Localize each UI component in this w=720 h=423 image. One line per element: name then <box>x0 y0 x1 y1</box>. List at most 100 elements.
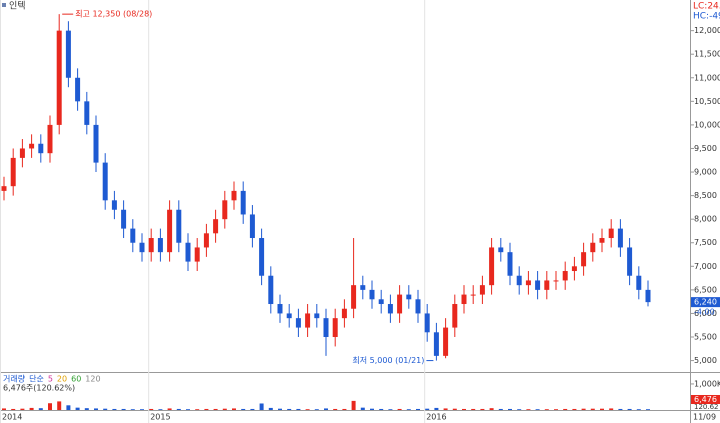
volume-bar <box>38 408 43 410</box>
title-icon <box>2 3 6 7</box>
candle-body <box>194 247 200 262</box>
candle-body <box>286 313 292 319</box>
annotation: 최저 5,000 (01/21) <box>352 355 424 365</box>
volume-bar <box>563 408 568 410</box>
header-info: LC:24.8 <box>693 2 720 12</box>
volume-bar <box>57 401 62 410</box>
volume-bar <box>618 408 623 410</box>
candle-body <box>84 101 90 125</box>
volume-bar <box>121 408 126 410</box>
volume-bar <box>360 407 365 410</box>
volume-bar <box>75 407 80 410</box>
candle-body <box>415 299 421 314</box>
candle-body <box>1 186 7 191</box>
volume-ratio-label: 120.62 <box>694 403 719 411</box>
y-tick-label: 6,500 <box>694 285 717 294</box>
volume-bar <box>278 408 282 410</box>
volume-bar <box>471 408 476 410</box>
volume-bar <box>397 408 402 410</box>
candle-body <box>102 162 108 201</box>
candle-body <box>636 275 642 290</box>
volume-bar <box>158 409 163 410</box>
candle-body <box>424 313 430 333</box>
candle-body <box>645 289 651 303</box>
volume-bar <box>314 409 319 410</box>
candle-body <box>341 308 347 319</box>
candle-body <box>268 275 274 305</box>
y-tick-label: 5,000 <box>694 356 717 365</box>
candle-body <box>544 280 550 290</box>
y-tick-label: 1,000K <box>694 379 720 388</box>
volume-bar <box>370 408 374 410</box>
candle-body <box>157 238 163 253</box>
candle-body <box>489 247 495 286</box>
volume-bar <box>66 405 71 410</box>
x-tick-label: 2014 <box>2 413 22 422</box>
candle-body <box>470 294 476 296</box>
candle-body <box>167 209 173 253</box>
candle-body <box>38 143 44 154</box>
candle-body <box>406 294 412 300</box>
volume-bar <box>213 408 218 410</box>
volume-bar <box>406 409 411 410</box>
candle-body <box>75 77 81 102</box>
volume-bar <box>434 407 439 410</box>
last-price-box <box>691 297 720 308</box>
candle-body <box>378 299 384 305</box>
legend-item: 120 <box>85 375 100 384</box>
candle-body <box>259 238 265 276</box>
volume-bar <box>333 408 338 410</box>
volume-bar <box>572 408 577 410</box>
volume-bar <box>103 408 108 410</box>
candle-body <box>213 219 219 234</box>
candle-body <box>314 313 320 319</box>
volume-bar <box>296 408 301 410</box>
candle-body <box>130 228 136 243</box>
volume-last-label: 6,476 <box>694 395 717 404</box>
volume-bar <box>305 409 310 410</box>
change-label: -4.00 <box>694 308 715 317</box>
candle-body <box>443 327 449 356</box>
volume-bar <box>222 408 227 410</box>
candle-body <box>240 190 246 215</box>
volume-bar <box>167 408 172 410</box>
volume-bar <box>646 409 650 410</box>
y-tick-label: 7,000 <box>694 262 717 271</box>
y-tick-label: 7,500 <box>694 238 717 247</box>
volume-last-box <box>691 395 720 404</box>
y-tick-label: 10,000 <box>694 120 720 129</box>
volume-bar <box>232 408 236 410</box>
y-tick-label: 8,000 <box>694 215 717 224</box>
volume-bar <box>609 408 614 410</box>
volume-bar <box>535 409 540 410</box>
y-tick-label: 11,000 <box>694 73 720 82</box>
last-price-label: 6,240 <box>694 298 717 307</box>
legend-item: 5 <box>48 375 53 384</box>
volume-bar <box>508 408 512 410</box>
candle-body <box>332 318 338 338</box>
legend-item: 60 <box>71 375 81 384</box>
volume-bar <box>259 403 264 410</box>
x-tick-label: 2015 <box>150 413 170 422</box>
candle-body <box>553 280 559 282</box>
candle-body <box>452 304 458 328</box>
candle-body <box>498 247 504 253</box>
candle-body <box>305 313 311 328</box>
volume-bar <box>425 408 430 410</box>
volume-bar <box>250 408 255 410</box>
volume-bar <box>526 409 531 410</box>
volume-bar <box>20 408 25 410</box>
volume-bar <box>379 408 384 410</box>
candle-body <box>360 285 366 290</box>
y-tick-label: 9,000 <box>694 168 717 177</box>
candle-body <box>617 228 623 248</box>
candle-body <box>369 289 375 300</box>
legend-item: 20 <box>57 375 67 384</box>
annotation: 최고 12,350 (08/28) <box>75 9 152 19</box>
candle-body <box>479 285 485 295</box>
volume-bar <box>11 408 16 410</box>
y-tick-label: 11,500 <box>694 50 720 59</box>
volume-bar <box>324 408 328 410</box>
candle-body <box>351 285 357 309</box>
